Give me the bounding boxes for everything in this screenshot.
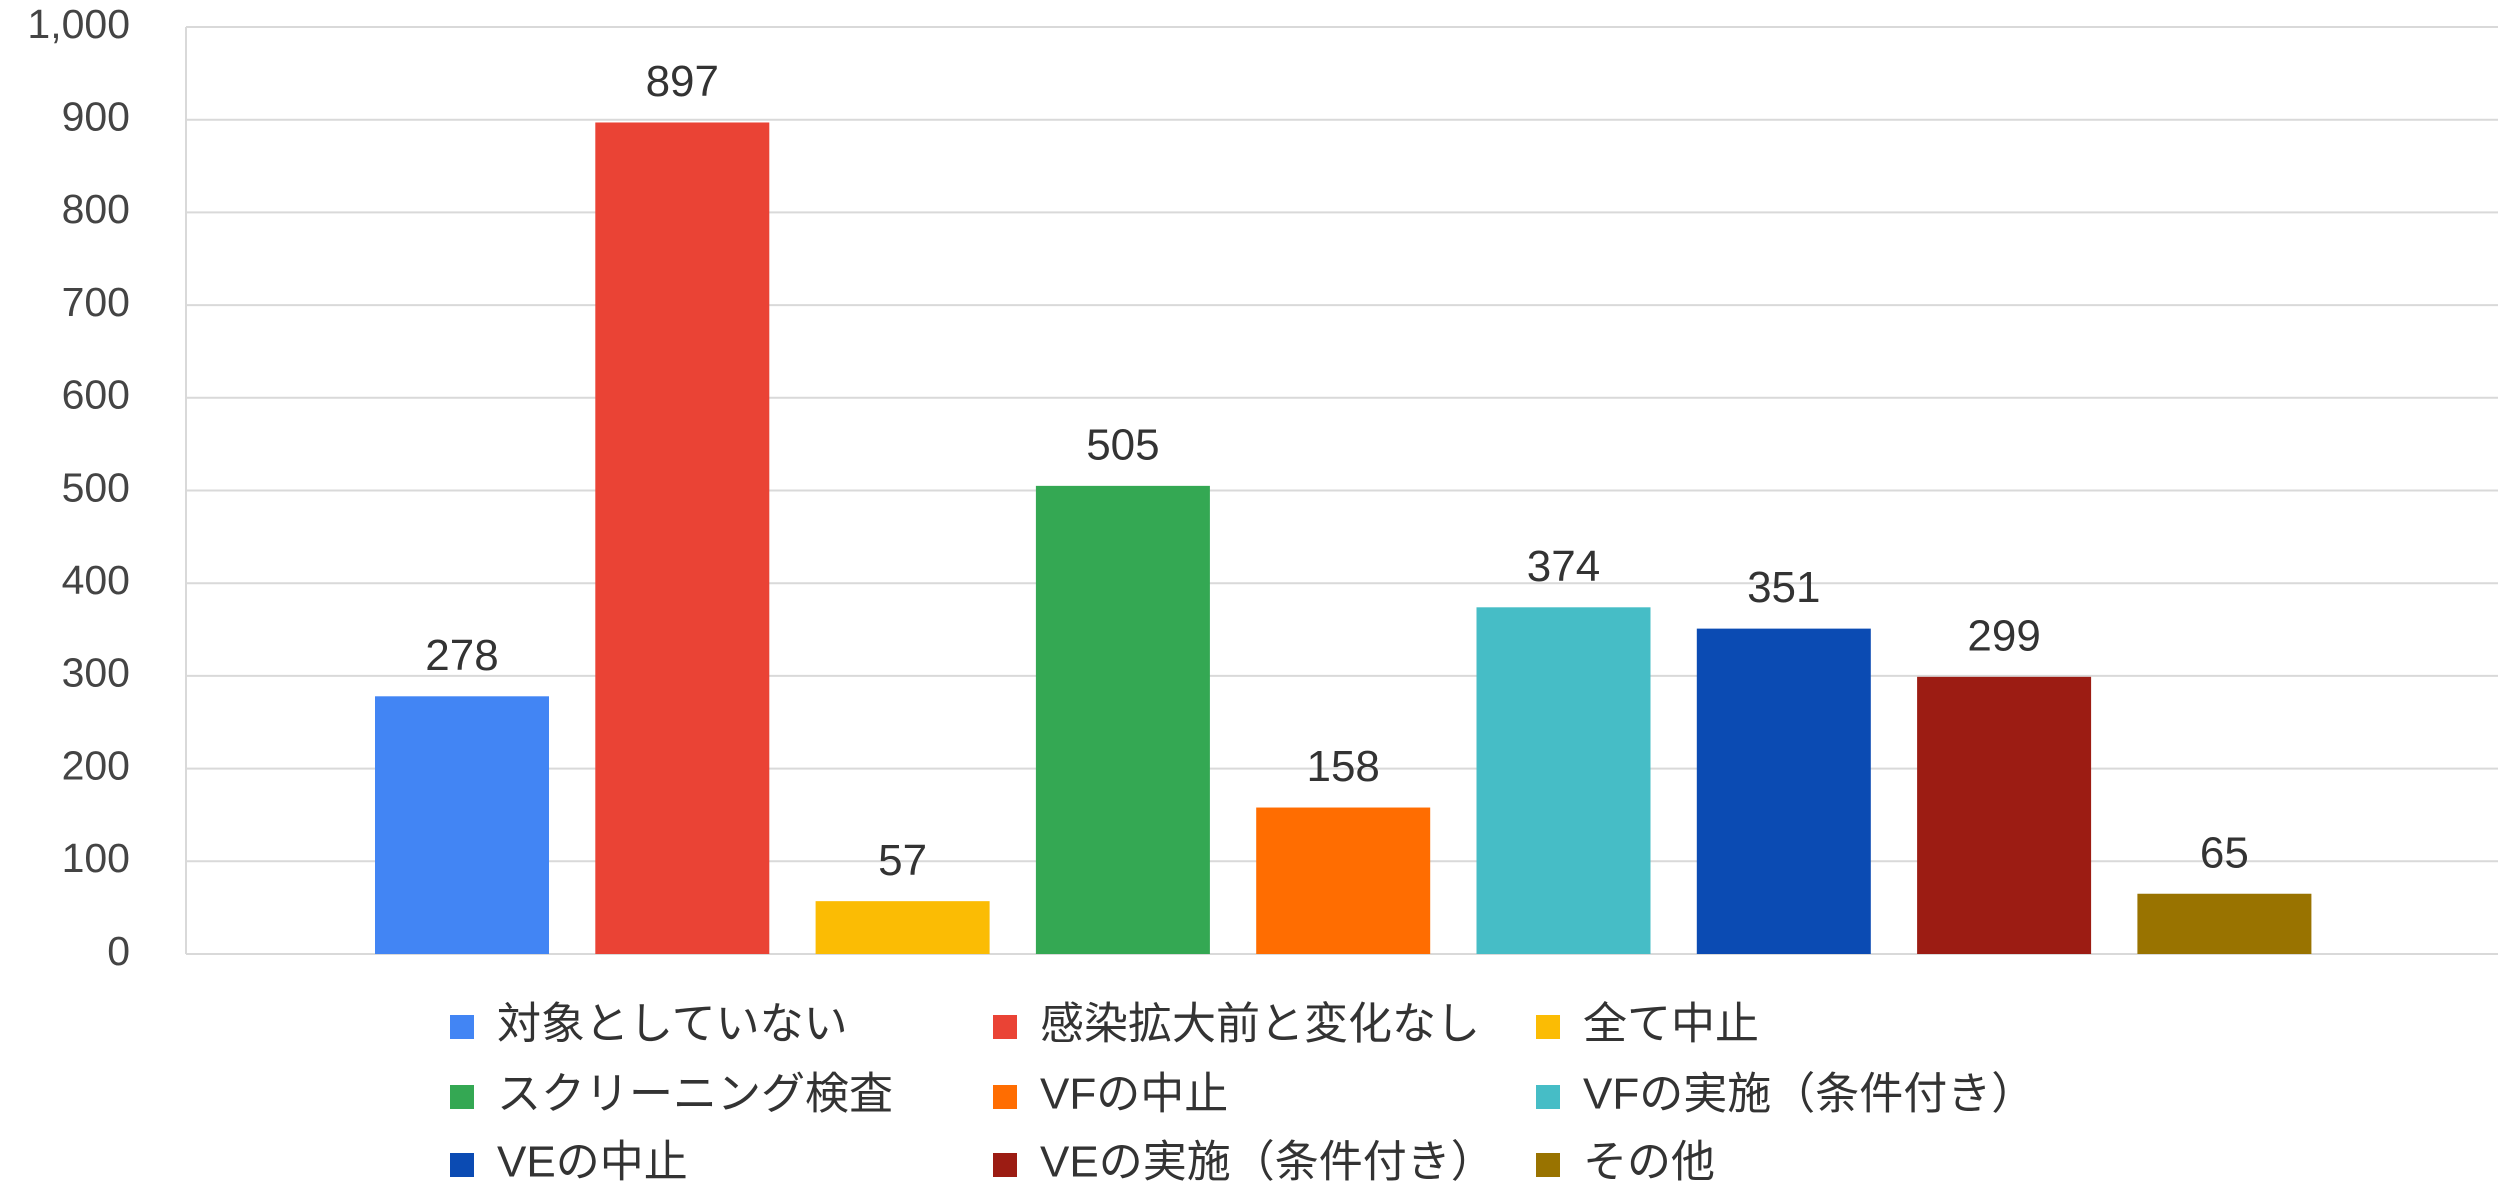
bar — [595, 122, 770, 954]
legend-swatch — [1536, 1153, 1560, 1177]
legend-label: VFの中止 — [1040, 1070, 1228, 1119]
y-tick-label: 1,000 — [27, 1, 130, 47]
bar — [1917, 676, 2092, 954]
legend-swatch — [1536, 1085, 1560, 1109]
value-label: 57 — [878, 836, 927, 885]
value-label: 351 — [1747, 563, 1820, 612]
y-tick-label: 600 — [62, 372, 130, 418]
bar — [1476, 607, 1651, 954]
legend-swatch — [450, 1085, 474, 1109]
y-tick-label: 300 — [62, 650, 130, 696]
value-label: 374 — [1527, 542, 1600, 591]
y-tick-label: 100 — [62, 835, 130, 881]
bar — [815, 901, 990, 954]
legend-label: 全て中止 — [1583, 1000, 1759, 1049]
legend-label: VEの実施（条件付き） — [1040, 1138, 1495, 1187]
legend-swatch — [450, 1153, 474, 1177]
y-tick-label: 500 — [62, 464, 130, 510]
legend-swatch — [450, 1015, 474, 1039]
bar — [1256, 807, 1431, 954]
value-label: 897 — [646, 57, 719, 106]
value-label: 158 — [1306, 742, 1379, 791]
legend-swatch — [993, 1153, 1017, 1177]
value-label: 278 — [425, 631, 498, 680]
y-tick-label: 200 — [62, 742, 130, 788]
legend-label: 対象としていない — [497, 1000, 848, 1049]
y-tick-label: 900 — [62, 94, 130, 140]
legend-swatch — [1536, 1015, 1560, 1039]
legend-label: 感染拡大前と変化なし — [1040, 1000, 1480, 1049]
y-tick-label: 700 — [62, 279, 130, 325]
bar — [2137, 893, 2312, 954]
value-label: 299 — [1967, 611, 2040, 660]
value-label: 65 — [2200, 828, 2249, 877]
legend-label: VEの中止 — [497, 1138, 688, 1187]
value-label: 505 — [1086, 420, 1159, 469]
y-tick-label: 800 — [62, 186, 130, 232]
bar — [1696, 628, 1871, 954]
legend-swatch — [993, 1015, 1017, 1039]
bar — [1035, 485, 1210, 954]
legend-label: VFの実施（条件付き） — [1583, 1070, 2035, 1119]
y-tick-label: 400 — [62, 557, 130, 603]
legend-swatch — [993, 1085, 1017, 1109]
legend-label: スクリーニング検査 — [497, 1070, 893, 1119]
bar — [375, 696, 549, 954]
y-tick-label: 0 — [107, 928, 130, 974]
legend-label: その他 — [1583, 1138, 1715, 1187]
